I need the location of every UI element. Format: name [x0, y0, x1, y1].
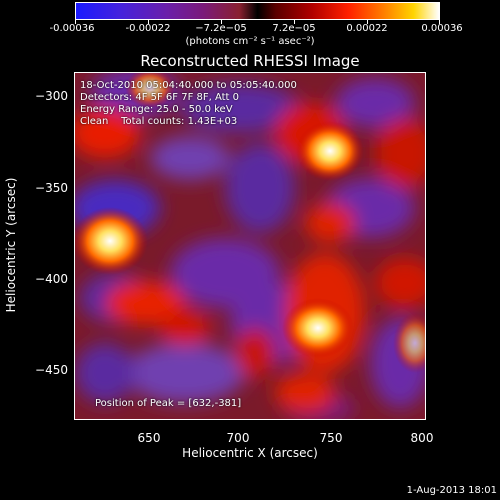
y-tick-label: −350 — [35, 181, 68, 195]
info-energy-range: Energy Range: 25.0 - 50.0 keV — [80, 104, 233, 115]
colorbar-tick-label: -0.00022 — [125, 23, 171, 34]
colorbar-tick-label: -0.00036 — [49, 23, 95, 34]
observation-info: 18-Oct-2010 05:04:40.000 to 05:05:40.000… — [80, 80, 297, 128]
y-tick-label: −400 — [35, 272, 68, 286]
timestamp: 1-Aug-2013 18:01 — [406, 485, 497, 496]
info-algorithm-counts: Clean Total counts: 1.43E+03 — [80, 116, 238, 127]
x-tick-label: 800 — [410, 431, 434, 445]
peak-source — [75, 207, 148, 275]
colorbar-tick-label: −7.2e−05 — [195, 23, 247, 34]
colorbar-ticks: -0.00036 -0.00022 −7.2e−05 7.2e−05 0.000… — [50, 0, 463, 34]
x-tick-label: 700 — [226, 431, 250, 445]
image-title: Reconstructed RHESSI Image — [140, 52, 360, 70]
colorbar-tick-label: 0.00022 — [346, 23, 388, 34]
info-time-range: 18-Oct-2010 05:04:40.000 to 05:05:40.000 — [80, 80, 297, 91]
colorbar-tick-label: 7.2e−05 — [272, 23, 316, 34]
y-axis-label: Heliocentric Y (arcsec) — [4, 177, 18, 313]
x-tick-label: 750 — [319, 431, 343, 445]
y-tick-label: −450 — [35, 363, 68, 377]
rhessi-image — [74, 72, 426, 420]
x-tick-label: 650 — [137, 431, 161, 445]
colorbar-tick-label: 0.00036 — [421, 23, 463, 34]
y-tick-label: −300 — [35, 89, 68, 103]
x-axis-label: Heliocentric X (arcsec) — [182, 446, 318, 460]
colorbar-units: (photons cm⁻² s⁻¹ asec⁻²) — [185, 36, 315, 47]
colorbar — [75, 2, 440, 20]
peak-position: Position of Peak = [632,-381] — [95, 398, 242, 409]
info-detectors: Detectors: 4F 5F 6F 7F 8F, Att 0 — [80, 92, 240, 103]
intensity-map — [75, 73, 425, 419]
